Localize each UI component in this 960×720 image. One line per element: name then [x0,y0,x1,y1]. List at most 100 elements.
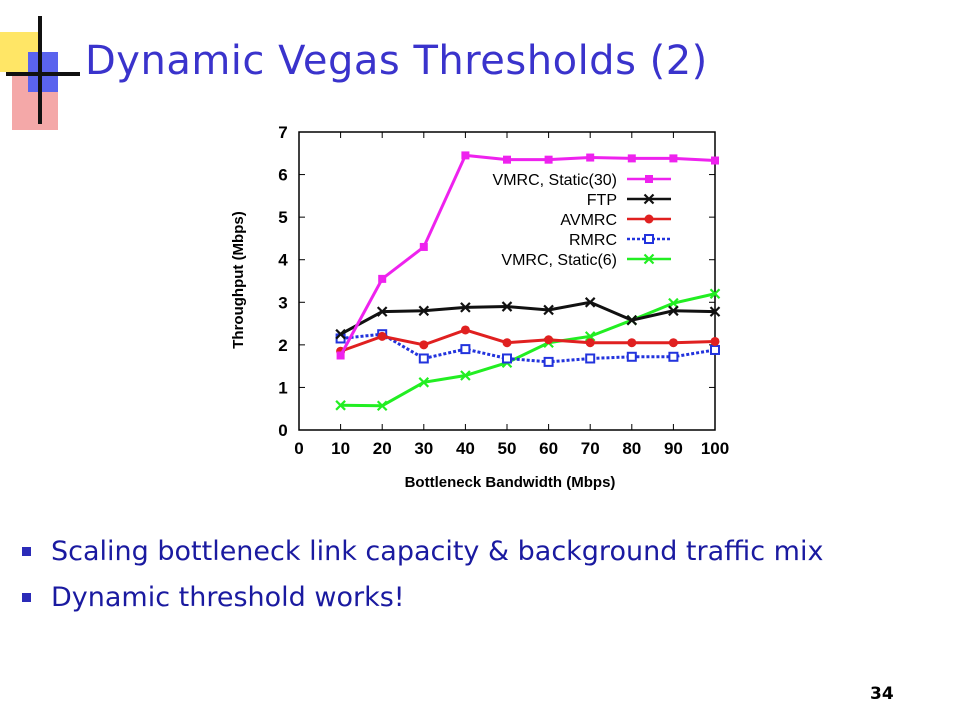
data-point [626,351,637,362]
x-tick-label: 90 [664,439,683,458]
x-tick-label: 70 [581,439,600,458]
throughput-chart: 0 10 20 30 40 50 60 70 80 90 100 0 1 2 3 4 5 6 7 VMRC, Sta… [230,123,729,491]
series-ftp [335,297,721,340]
legend-label: AVMRC [560,212,617,229]
data-point [503,155,511,164]
y-tick-label: 2 [278,336,287,355]
data-point [711,156,719,165]
data-point [501,301,513,312]
data-point [544,155,553,164]
y-tick-label: 7 [278,123,287,142]
data-point [543,304,554,316]
data-point [419,242,428,251]
x-tick-label: 20 [373,439,392,458]
marker-stroke [335,328,346,340]
marker-stroke [460,370,471,381]
marker-stroke [335,400,346,411]
data-point [626,314,638,326]
y-tick-label: 3 [278,293,287,312]
data-point [584,297,596,308]
data-point [460,370,471,381]
marker-stroke [418,305,430,317]
data-point [502,353,512,364]
x-tick-label: 60 [539,439,558,458]
x-tick-label: 40 [456,439,475,458]
marker-stroke [643,193,655,205]
data-point [668,338,678,348]
data-point [335,328,346,340]
data-point [418,305,430,317]
series-line [340,332,716,364]
series-line [339,153,716,357]
data-point [460,302,471,313]
series-avmrc [336,325,720,356]
y-tick-label: 4 [278,251,288,270]
data-point [627,154,636,163]
y-tick-label: 5 [278,208,287,227]
data-point [544,335,554,345]
bullet-item: Dynamic threshold works! [22,574,823,620]
bullet-square-icon [22,546,31,556]
marker-stroke [418,377,430,388]
data-point [668,351,679,362]
data-point [709,306,721,317]
series-line [339,300,716,336]
bullet-text: Dynamic threshold works! [51,581,405,613]
legend-marker [643,253,655,265]
axis-ticks: 0 10 20 30 40 50 60 70 80 90 100 0 1 2 3 4 5 6 7 [278,123,729,458]
marker-stroke [501,301,513,312]
data-point [502,338,512,348]
data-point [668,297,679,309]
legend-label: VMRC, Static(30) [493,172,617,189]
data-point [585,353,596,364]
legend-label: VMRC, Static(6) [501,252,617,269]
bullet-text: Scaling bottleneck link capacity & backg… [51,535,824,567]
marker-stroke [376,306,388,317]
series-rmrc [335,329,720,367]
data-point [377,331,387,341]
legend-marker [644,214,654,224]
series-vmrc-static-30 [336,151,719,360]
y-tick-label: 1 [278,378,287,397]
y-tick-label: 6 [278,166,287,185]
data-point [461,151,470,160]
series-line [340,292,716,408]
y-tick-label: 0 [278,421,287,440]
data-point [586,153,595,162]
marker-stroke [709,306,721,317]
data-point [585,338,595,348]
data-point [376,306,388,317]
x-tick-label: 30 [414,439,433,458]
marker-stroke [584,331,596,342]
y-axis-label: Throughput (Mbps) [230,211,247,348]
x-tick-label: 80 [622,439,641,458]
legend-marker [645,175,653,183]
marker-stroke [643,253,655,265]
data-point [418,377,430,388]
data-point [584,331,596,342]
x-tick-label: 0 [294,439,303,458]
page-number: 34 [870,684,894,704]
bullet-list: Scaling bottleneck link capacity & backg… [22,528,823,620]
legend-marker [643,193,655,205]
data-point [336,351,345,360]
x-tick-label: 100 [701,439,729,458]
marker-stroke [584,297,596,308]
marker-stroke [668,297,679,309]
data-point [710,344,720,355]
data-point [418,353,429,364]
marker-stroke [626,314,638,326]
legend: VMRC, Static(30) FTP AVMRC RMRC VMRC, Static… [493,172,671,269]
marker-stroke [668,305,679,317]
data-point [668,305,679,317]
data-point [627,338,637,348]
marker-stroke [543,304,554,316]
corner-logo [0,16,80,130]
data-point [376,400,388,412]
legend-label: RMRC [569,232,617,249]
marker-stroke [376,400,388,412]
x-tick-label: 50 [498,439,517,458]
bullet-item: Scaling bottleneck link capacity & backg… [22,528,823,574]
data-point [543,356,554,367]
data-point [709,288,721,300]
